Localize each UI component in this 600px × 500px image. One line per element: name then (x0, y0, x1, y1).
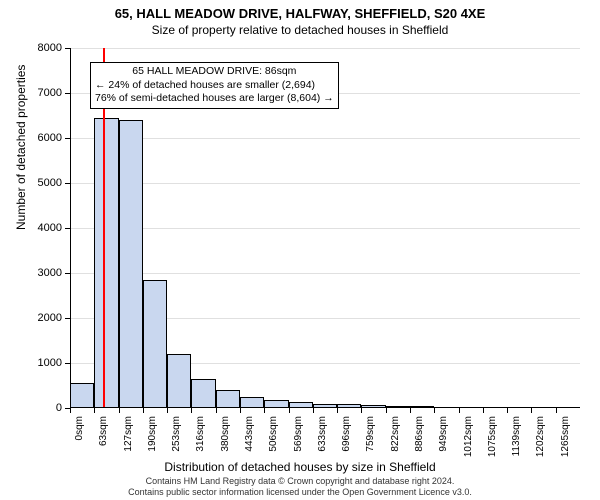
x-tick-label: 253sqm (171, 416, 182, 452)
x-tick-label: 569sqm (293, 416, 304, 452)
histogram-bar (119, 120, 143, 408)
x-tick-label: 63sqm (98, 416, 109, 446)
x-tickmark (361, 408, 362, 413)
gridline (70, 138, 580, 139)
x-tick-label: 316sqm (195, 416, 206, 452)
y-tickmark (65, 318, 70, 319)
x-tick-label: 949sqm (438, 416, 449, 452)
x-axis-line (70, 407, 580, 408)
x-tickmark (264, 408, 265, 413)
x-tick-label: 822sqm (390, 416, 401, 452)
x-axis-label: Distribution of detached houses by size … (0, 460, 600, 474)
x-tickmark (191, 408, 192, 413)
x-tickmark (459, 408, 460, 413)
x-tick-label: 633sqm (317, 416, 328, 452)
chart-title-address: 65, HALL MEADOW DRIVE, HALFWAY, SHEFFIEL… (0, 0, 600, 21)
annotation-box: 65 HALL MEADOW DRIVE: 86sqm ← 24% of det… (90, 62, 339, 109)
y-tickmark (65, 273, 70, 274)
histogram-bar (191, 379, 215, 408)
x-tickmark (70, 408, 71, 413)
x-tickmark (337, 408, 338, 413)
histogram-bar (94, 118, 118, 408)
x-tickmark (167, 408, 168, 413)
footer-line1: Contains HM Land Registry data © Crown c… (0, 476, 600, 487)
x-tick-label: 759sqm (365, 416, 376, 452)
chart-subtitle: Size of property relative to detached ho… (0, 21, 600, 37)
x-tickmark (313, 408, 314, 413)
footer-attribution: Contains HM Land Registry data © Crown c… (0, 476, 600, 498)
x-tickmark (434, 408, 435, 413)
histogram-bar (143, 280, 167, 408)
gridline (70, 48, 580, 49)
x-tick-label: 1139sqm (511, 416, 522, 456)
y-tick-label: 2000 (38, 312, 62, 324)
y-tickmark (65, 228, 70, 229)
gridline (70, 183, 580, 184)
x-tickmark (531, 408, 532, 413)
x-tickmark (216, 408, 217, 413)
gridline (70, 273, 580, 274)
y-tick-label: 5000 (38, 177, 62, 189)
y-tick-label: 0 (56, 402, 62, 414)
y-tick-label: 7000 (38, 87, 62, 99)
x-tick-label: 1265sqm (560, 416, 571, 457)
y-tick-label: 3000 (38, 267, 62, 279)
x-tick-label: 380sqm (220, 416, 231, 452)
y-tick-label: 6000 (38, 132, 62, 144)
x-tick-label: 696sqm (341, 416, 352, 452)
x-tick-label: 0sqm (74, 416, 85, 440)
y-tickmark (65, 48, 70, 49)
gridline (70, 228, 580, 229)
x-tickmark (94, 408, 95, 413)
x-tickmark (556, 408, 557, 413)
footer-line2: Contains public sector information licen… (0, 487, 600, 498)
y-tickmark (65, 93, 70, 94)
y-axis-line (70, 48, 71, 408)
histogram-bar (167, 354, 191, 408)
chart-container: 65, HALL MEADOW DRIVE, HALFWAY, SHEFFIEL… (0, 0, 600, 500)
x-tick-label: 190sqm (147, 416, 158, 452)
y-tick-label: 1000 (38, 357, 62, 369)
y-tick-label: 4000 (38, 222, 62, 234)
annotation-line2: ← 24% of detached houses are smaller (2,… (95, 79, 334, 93)
plot-area: 65 HALL MEADOW DRIVE: 86sqm ← 24% of det… (70, 48, 580, 408)
y-tickmark (65, 138, 70, 139)
x-tickmark (483, 408, 484, 413)
y-tickmark (65, 183, 70, 184)
y-axis-label: Number of detached properties (14, 65, 28, 230)
x-tickmark (240, 408, 241, 413)
x-tick-label: 443sqm (244, 416, 255, 452)
histogram-bar (216, 390, 240, 408)
histogram-bar (70, 383, 94, 408)
x-tickmark (119, 408, 120, 413)
x-tick-label: 127sqm (123, 416, 134, 452)
annotation-line3: 76% of semi-detached houses are larger (… (95, 92, 334, 106)
x-tickmark (410, 408, 411, 413)
x-tickmark (289, 408, 290, 413)
x-tickmark (507, 408, 508, 413)
x-tick-label: 1202sqm (535, 416, 546, 457)
x-tick-label: 1075sqm (487, 416, 498, 457)
annotation-line1: 65 HALL MEADOW DRIVE: 86sqm (95, 65, 334, 79)
x-tick-label: 1012sqm (463, 416, 474, 457)
x-tick-label: 506sqm (268, 416, 279, 452)
y-tickmark (65, 363, 70, 364)
y-tick-label: 8000 (38, 42, 62, 54)
x-tickmark (143, 408, 144, 413)
x-tick-label: 886sqm (414, 416, 425, 452)
x-tickmark (386, 408, 387, 413)
